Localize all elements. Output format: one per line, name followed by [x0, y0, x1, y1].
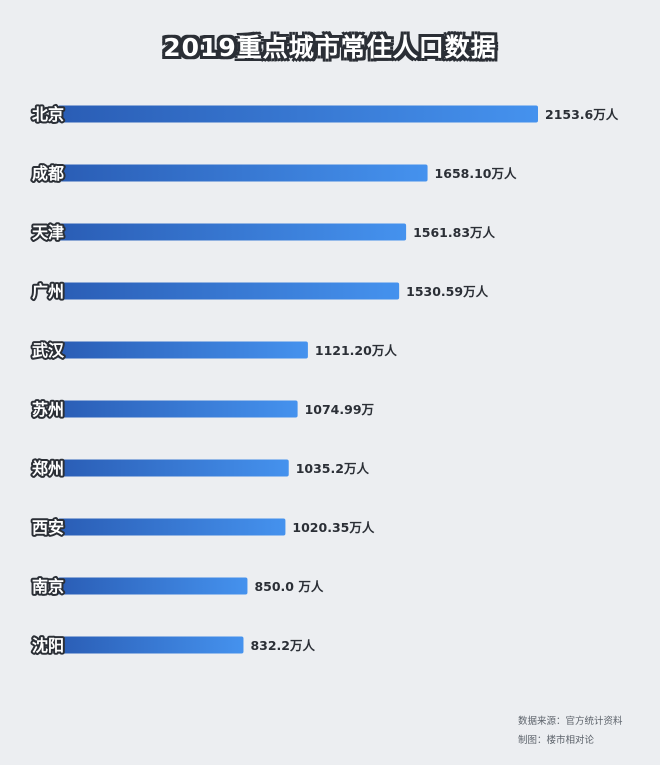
category-label: 苏州 — [32, 400, 64, 419]
data-label: 1530.59万人 — [406, 284, 488, 299]
maker-text: 制图：楼市相对论 — [518, 735, 595, 746]
bar-0 — [58, 105, 538, 123]
category-label: 南京 — [32, 577, 64, 596]
chart-title: 2019重点城市常住人口数据 — [163, 33, 497, 62]
data-label: 2153.6万人 — [545, 107, 619, 122]
category-label: 西安 — [32, 518, 64, 537]
category-label: 武汉 — [32, 341, 65, 360]
data-label: 850.0 万人 — [254, 579, 323, 594]
category-label: 沈阳 — [32, 636, 64, 655]
source-text: 数据来源：官方统计资料 — [518, 716, 623, 727]
category-label: 北京 — [32, 105, 64, 124]
data-label: 1561.83万人 — [413, 225, 495, 240]
bar-5 — [58, 400, 298, 418]
bar-7 — [58, 518, 286, 536]
bar-3 — [58, 282, 400, 300]
bar-6 — [58, 459, 289, 477]
source-note: 数据来源：官方统计资料 制图：楼市相对论 — [518, 712, 623, 750]
data-label: 1020.35万人 — [292, 520, 374, 535]
data-label: 1658.10万人 — [435, 166, 517, 181]
category-label: 成都 — [32, 164, 64, 183]
bar-1 — [58, 164, 428, 182]
bar-9 — [58, 636, 244, 654]
bar-8 — [58, 577, 248, 595]
data-label: 1121.20万人 — [315, 343, 397, 358]
category-label: 郑州 — [32, 459, 64, 478]
category-label: 广州 — [32, 282, 64, 301]
bar-2 — [58, 223, 407, 241]
data-label: 1035.2万人 — [296, 461, 370, 476]
data-label: 832.2万人 — [250, 638, 315, 653]
data-label: 1074.99万 — [305, 402, 374, 417]
category-label: 天津 — [32, 223, 64, 242]
bar-4 — [58, 341, 308, 359]
